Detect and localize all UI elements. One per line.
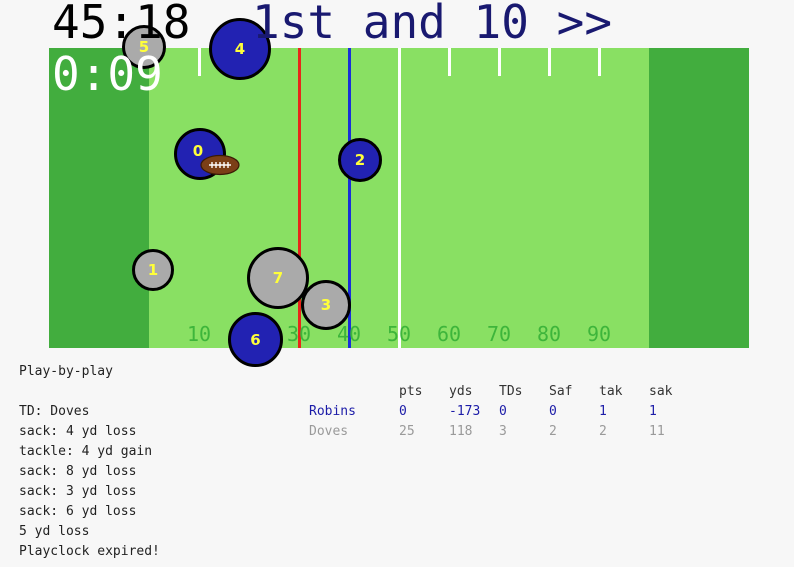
stat-cell: 3 (499, 424, 507, 439)
line-of-scrimmage (298, 48, 301, 348)
hash-mark (548, 48, 551, 76)
player-away-1[interactable]: 1 (132, 249, 174, 291)
yard-number: 30 (286, 322, 312, 346)
play-entry: Playclock expired! (19, 544, 160, 559)
stat-cell: 2 (549, 424, 557, 439)
play-entry: TD: Doves (19, 404, 90, 419)
player-number: 4 (234, 40, 246, 58)
stat-cell: 25 (399, 424, 415, 439)
yard-number: 70 (486, 322, 512, 346)
yard-number: 80 (536, 322, 562, 346)
yardline-50 (398, 48, 401, 348)
stat-cell: 118 (449, 424, 473, 439)
player-number: 7 (272, 269, 284, 287)
column-header-yds: yds (449, 384, 473, 399)
stat-cell: 1 (599, 404, 607, 419)
hash-mark (448, 48, 451, 76)
player-number: 5 (138, 38, 150, 56)
player-away-5[interactable]: 5 (122, 25, 166, 69)
game-clock: 45:18 (52, 0, 191, 49)
player-number: 3 (320, 296, 332, 314)
yard-number: 50 (386, 322, 412, 346)
hash-mark (498, 48, 501, 76)
first-down-line (348, 48, 351, 348)
team-name-robins: Robins (309, 404, 356, 419)
column-header-saf: Saf (549, 384, 573, 399)
hash-mark (598, 48, 601, 76)
football-field: 10 20 30 40 50 60 70 80 90 (49, 48, 749, 348)
yard-number: 10 (186, 322, 212, 346)
play-entry: sack: 6 yd loss (19, 504, 137, 519)
stat-cell: 1 (649, 404, 657, 419)
yard-number: 40 (336, 322, 362, 346)
stat-cell: 2 (599, 424, 607, 439)
yard-number: 60 (436, 322, 462, 346)
team-name-doves: Doves (309, 424, 349, 439)
stat-cell: 0 (499, 404, 507, 419)
player-home-2[interactable]: 2 (338, 138, 382, 182)
player-number: 1 (147, 261, 159, 279)
play-entry: sack: 8 yd loss (19, 464, 137, 479)
stat-cell: 0 (399, 404, 407, 419)
player-home-4[interactable]: 4 (209, 18, 271, 80)
football-icon (200, 154, 240, 176)
column-header-sak: sak (649, 384, 673, 399)
play-clock: 0:09 (52, 47, 163, 101)
player-number: 6 (250, 330, 261, 349)
column-header-tds: TDs (499, 384, 523, 399)
play-entry: sack: 3 yd loss (19, 484, 137, 499)
hash-mark (198, 48, 201, 76)
player-away-3[interactable]: 3 (301, 280, 351, 330)
player-home-6[interactable]: 6 (228, 312, 283, 367)
play-entry: tackle: 4 yd gain (19, 444, 153, 459)
stat-cell: -173 (449, 404, 481, 419)
stat-cell: 11 (649, 424, 665, 439)
endzone-right (649, 48, 749, 348)
column-header-tak: tak (599, 384, 623, 399)
play-entry: sack: 4 yd loss (19, 424, 137, 439)
endzone-left (49, 48, 149, 348)
player-number: 2 (354, 151, 366, 169)
down-and-distance: 1st and 10 >> (252, 0, 613, 49)
player-away-7[interactable]: 7 (247, 247, 309, 309)
yard-number: 90 (586, 322, 612, 346)
play-entry: 5 yd loss (19, 524, 90, 539)
stat-cell: 0 (549, 404, 557, 419)
play-by-play-title: Play-by-play (19, 364, 113, 379)
player-number: 0 (192, 142, 204, 160)
column-header-pts: pts (399, 384, 423, 399)
